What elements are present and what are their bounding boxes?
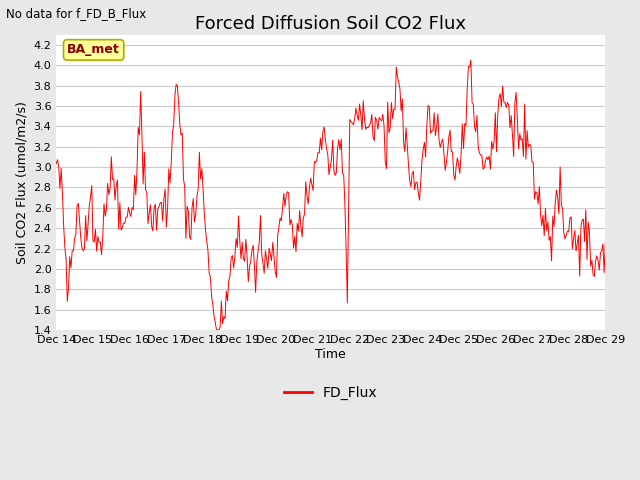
FD_Flux: [52, 127, 60, 132]
Text: BA_met: BA_met: [67, 43, 120, 57]
FD_Flux: [212, 327, 220, 333]
FD_Flux: [144, 227, 152, 232]
Line: FD_Flux: FD_Flux: [56, 66, 605, 330]
Y-axis label: Soil CO2 Flux (umol/m2/s): Soil CO2 Flux (umol/m2/s): [15, 101, 28, 264]
FD_Flux: [580, 237, 588, 242]
FD_Flux: [595, 260, 603, 266]
FD_Flux: [452, 156, 460, 162]
X-axis label: Time: Time: [316, 348, 346, 360]
Text: No data for f_FD_B_Flux: No data for f_FD_B_Flux: [6, 7, 147, 20]
Legend: FD_Flux: FD_Flux: [278, 381, 383, 406]
FD_Flux: [113, 176, 121, 182]
Title: Forced Diffusion Soil CO2 Flux: Forced Diffusion Soil CO2 Flux: [195, 15, 467, 33]
FD_Flux: [363, 114, 371, 120]
FD_Flux: [602, 239, 609, 244]
FD_Flux: [395, 63, 403, 69]
